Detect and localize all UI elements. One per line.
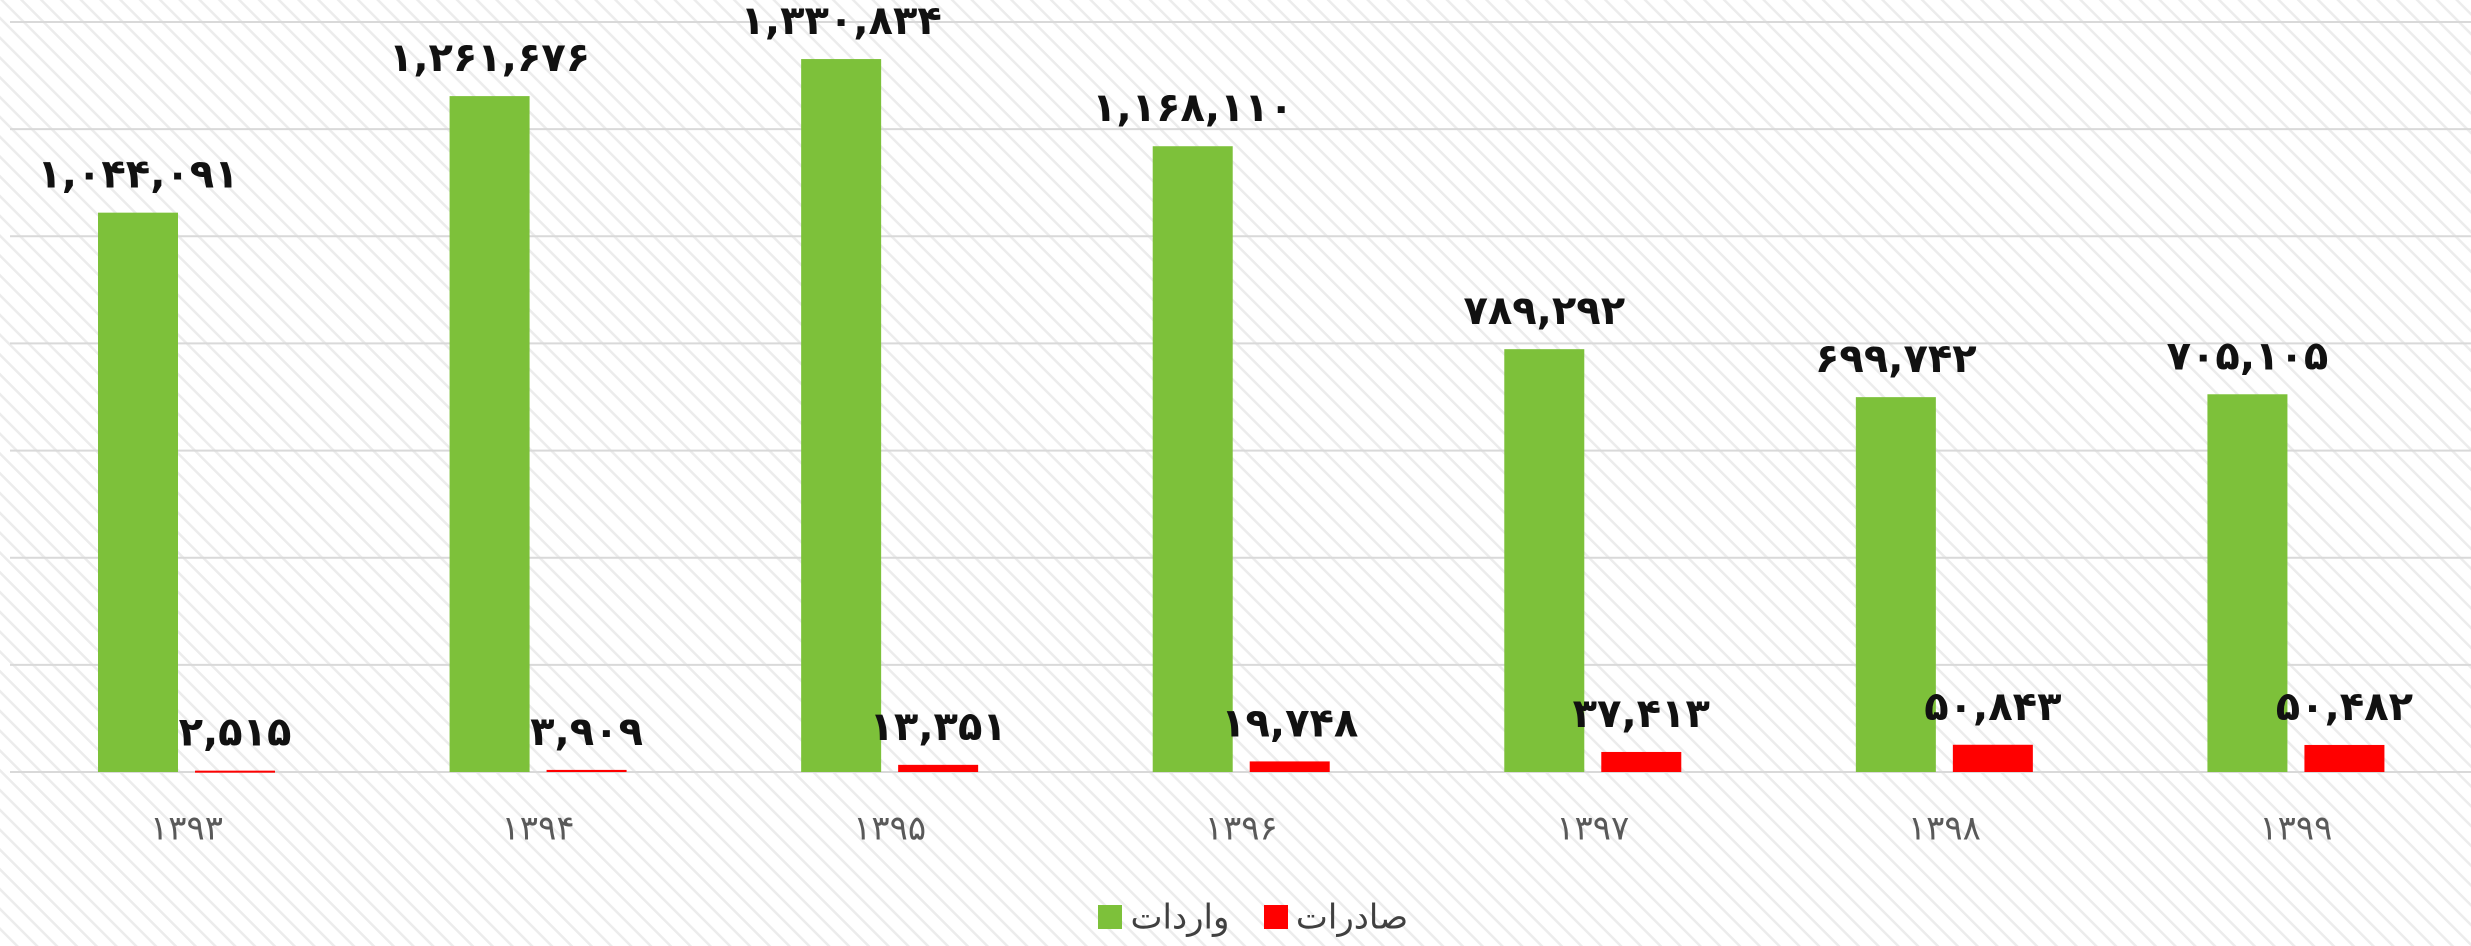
bar xyxy=(801,59,882,772)
data-label: ۱,۱۶۸,۱۱۰ xyxy=(1092,85,1293,131)
x-tick-label: ۱۳۹۸ xyxy=(1908,809,1981,849)
data-label: ۵۰,۴۸۲ xyxy=(2276,684,2413,730)
data-label: ۱۳,۳۵۱ xyxy=(870,704,1007,750)
legend-label: صادرات xyxy=(1296,898,1408,938)
bar xyxy=(2207,394,2288,772)
data-label: ۶۹۹,۷۴۲ xyxy=(1815,336,1977,382)
bar xyxy=(98,212,178,773)
data-label: ۷۰۵,۱۰۵ xyxy=(2167,333,2329,379)
bar xyxy=(2304,744,2385,772)
data-label: ۷۸۹,۲۹۲ xyxy=(1463,288,1625,334)
x-tick-label: ۱۳۹۹ xyxy=(2259,809,2332,849)
legend-swatch xyxy=(1098,905,1122,929)
x-tick-label: ۱۳۹۷ xyxy=(1556,809,1629,849)
legend-swatch xyxy=(1264,905,1288,929)
data-label: ۳۷,۴۱۳ xyxy=(1573,691,1710,737)
x-tick-label: ۱۳۹۶ xyxy=(1205,809,1278,849)
data-label: ۱,۲۶۱,۶۷۶ xyxy=(389,35,590,81)
bar xyxy=(1952,744,2033,772)
data-label: ۱,۳۳۰,۸۳۴ xyxy=(740,0,941,44)
x-tick-label: ۱۳۹۳ xyxy=(150,809,223,849)
data-label: ۱۹,۷۴۸ xyxy=(1221,700,1358,746)
data-label: ۵۰,۸۴۳ xyxy=(1924,684,2061,730)
bar xyxy=(449,96,530,772)
bar xyxy=(1249,761,1330,772)
data-label: ۱,۰۴۴,۰۹۱ xyxy=(37,152,238,198)
legend-label: واردات xyxy=(1131,898,1230,938)
x-tick-label: ۱۳۹۴ xyxy=(502,809,575,849)
bar xyxy=(195,770,275,773)
data-label: ۳,۹۰۹ xyxy=(530,709,643,755)
bar xyxy=(1855,397,1936,772)
bar xyxy=(1601,751,1682,772)
bar xyxy=(898,764,979,772)
bar xyxy=(546,769,627,772)
bar xyxy=(1504,349,1585,772)
bar xyxy=(1152,146,1233,772)
data-label: ۲,۵۱۵ xyxy=(179,710,292,756)
x-tick-label: ۱۳۹۵ xyxy=(853,809,926,849)
